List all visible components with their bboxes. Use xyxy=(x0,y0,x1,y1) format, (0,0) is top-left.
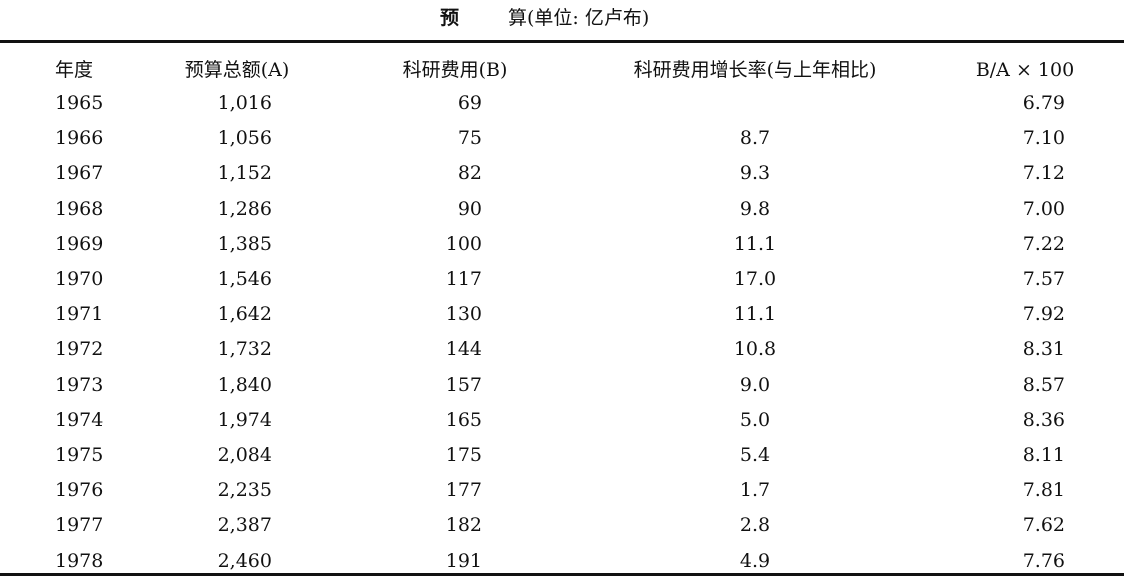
cell: 191 xyxy=(445,549,482,572)
cell: 7.00 xyxy=(1022,197,1065,220)
cell: 2.8 xyxy=(739,514,771,537)
cell: 7.12 xyxy=(1022,162,1065,185)
cell: 1968 xyxy=(55,197,104,220)
cell: 1971 xyxy=(55,303,104,326)
cell: 8.11 xyxy=(1022,444,1065,466)
cell: 5.4 xyxy=(739,444,771,466)
cell: 82 xyxy=(457,162,482,185)
cell: 8.36 xyxy=(1022,408,1065,431)
cell: 7.92 xyxy=(1022,303,1065,326)
cell: 75 xyxy=(457,127,482,150)
cell: 117 xyxy=(445,268,482,290)
cell: 1,016 xyxy=(217,92,272,114)
header-cell: 年度 xyxy=(55,59,94,81)
cell: 1,546 xyxy=(217,268,272,290)
cell: 9.0 xyxy=(739,373,771,396)
cell: 1,286 xyxy=(217,197,272,220)
cell: 165 xyxy=(445,408,482,431)
cell: 177 xyxy=(445,479,482,502)
cell: 69 xyxy=(457,92,482,114)
cell: 5.0 xyxy=(739,408,771,431)
cell: 1,642 xyxy=(217,303,272,326)
cell: 6.79 xyxy=(1022,92,1065,114)
cell: 1,056 xyxy=(217,127,272,150)
cell: 2,460 xyxy=(217,549,272,572)
cell: 1965 xyxy=(55,92,104,114)
cell: 1,385 xyxy=(217,232,272,255)
cell: 1.7 xyxy=(739,479,771,502)
cell: 9.3 xyxy=(739,162,771,185)
cell: 1,974 xyxy=(217,408,272,431)
cell: 10.8 xyxy=(733,338,777,361)
cell: 2,084 xyxy=(217,444,272,466)
cell: 1973 xyxy=(55,373,104,396)
cell: 11.1 xyxy=(733,232,777,255)
cell: 2,235 xyxy=(217,479,272,502)
cell: 130 xyxy=(445,303,482,326)
header-cell: B/A × 100 xyxy=(975,59,1075,81)
cell: 1977 xyxy=(55,514,104,537)
cell: 9.8 xyxy=(739,197,771,220)
cell: 8.7 xyxy=(739,127,771,150)
cell: 7.10 xyxy=(1022,127,1065,150)
cell: 90 xyxy=(457,197,482,220)
top-rule xyxy=(0,40,1124,43)
header-cell: 科研费用增长率(与上年相比) xyxy=(633,59,877,81)
cell: 175 xyxy=(445,444,482,466)
cell: 182 xyxy=(445,514,482,537)
cell: 1,152 xyxy=(217,162,272,185)
cell: 1978 xyxy=(55,549,104,572)
cell: 1,840 xyxy=(217,373,272,396)
cell: 4.9 xyxy=(739,549,771,572)
cell: 1966 xyxy=(55,127,104,150)
header-cell: 科研费用(B) xyxy=(402,59,508,81)
cell: 1970 xyxy=(55,268,104,290)
cell: 1967 xyxy=(55,162,104,185)
cell: 1976 xyxy=(55,479,104,502)
bottom-rule xyxy=(0,573,1124,576)
cell: 7.76 xyxy=(1022,549,1065,572)
cell: 7.22 xyxy=(1022,232,1065,255)
cell: 100 xyxy=(445,232,482,255)
header-cell: 预算总额(A) xyxy=(184,59,290,81)
cell: 1974 xyxy=(55,408,104,431)
cell: 7.62 xyxy=(1022,514,1065,537)
cell: 1975 xyxy=(55,444,104,466)
cell: 144 xyxy=(445,338,482,361)
cell: 7.81 xyxy=(1022,479,1065,502)
cell: 1972 xyxy=(55,338,104,361)
cell: 11.1 xyxy=(733,303,777,326)
cell: 8.57 xyxy=(1022,373,1065,396)
title-rest: 算(单位: 亿卢布) xyxy=(508,7,650,29)
cell: 2,387 xyxy=(217,514,272,537)
title-main: 预 xyxy=(440,7,460,29)
cell: 8.31 xyxy=(1022,338,1065,361)
cell: 17.0 xyxy=(733,268,777,290)
cell: 1969 xyxy=(55,232,104,255)
cell: 7.57 xyxy=(1022,268,1065,290)
cell: 157 xyxy=(445,373,482,396)
cell: 1,732 xyxy=(217,338,272,361)
